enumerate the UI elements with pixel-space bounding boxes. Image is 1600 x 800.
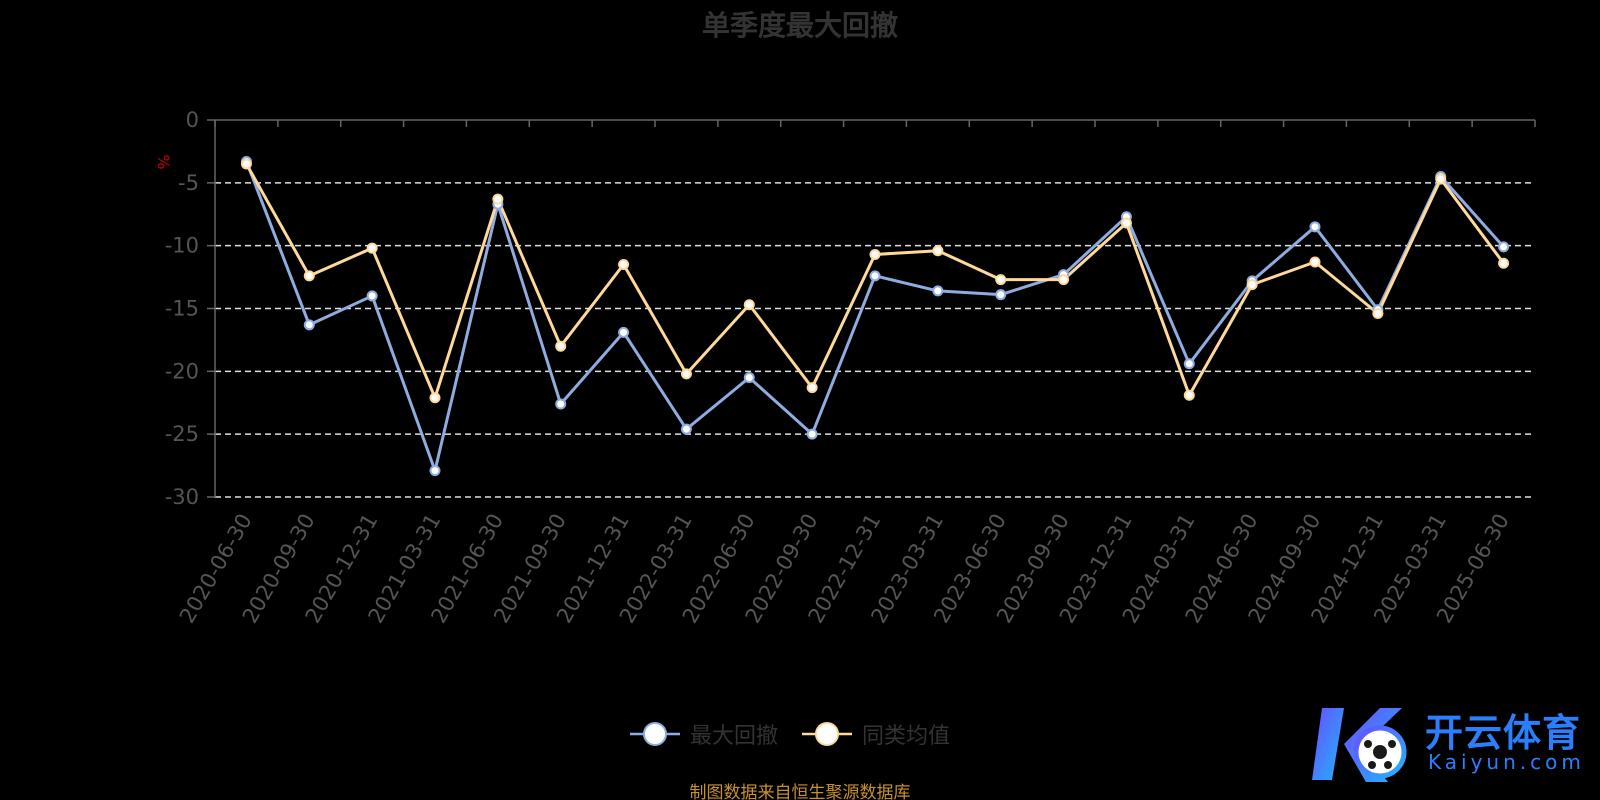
series-peer-average-point (1246, 279, 1258, 291)
series-max-drawdown-point (806, 428, 818, 440)
series-max-drawdown-point (555, 398, 567, 410)
series-max-drawdown-point (995, 289, 1007, 301)
series-peer-average-point (303, 270, 315, 282)
series-peer-average-point (932, 245, 944, 257)
y-tick-label: -20 (165, 359, 199, 383)
kaiyun-logo-icon (1312, 708, 1407, 782)
chart-title: 单季度最大回撤 (701, 9, 898, 42)
y-tick-label: -25 (165, 422, 199, 446)
y-tick-label: 0 (186, 108, 199, 132)
series-peer-average-point (995, 274, 1007, 286)
series-peer-average-point (806, 382, 818, 394)
series-peer-average-point (1498, 257, 1510, 269)
series-peer-average-point (429, 392, 441, 404)
series-peer-average-point (555, 340, 567, 352)
series-max-drawdown-point (680, 423, 692, 435)
series-peer-average-point (1120, 217, 1132, 229)
legend-peer-average-icon (802, 722, 853, 746)
series-peer-average-point (366, 242, 378, 254)
y-tick-label: -30 (165, 485, 199, 509)
watermark-text-en: Kaiyun.com (1428, 750, 1585, 774)
series-max-drawdown-point (932, 285, 944, 297)
series-max-drawdown-point (1309, 221, 1321, 233)
series-peer-average-point (1435, 173, 1447, 185)
legend-label-max-drawdown: 最大回撤 (690, 724, 779, 749)
y-axis-label: % (154, 154, 173, 169)
series-max-drawdown-point (1498, 241, 1510, 253)
series-peer-average-point (1372, 308, 1384, 320)
series-max-drawdown-point (366, 290, 378, 302)
series-peer-average-point (1309, 256, 1321, 268)
series-max-drawdown-point (303, 319, 315, 331)
watermark-logo: 开云体育 Kaiyun.com (1310, 700, 1600, 790)
legend-label-peer-average: 同类均值 (862, 724, 951, 749)
legend: 最大回撤 同类均值 (630, 718, 950, 750)
series-peer-average-point (743, 299, 755, 311)
series-max-drawdown-point (618, 326, 630, 338)
series-max-drawdown-point (869, 270, 881, 282)
series-peer-average-point (869, 248, 881, 260)
legend-item-peer-average[interactable]: 同类均值 (802, 718, 950, 750)
legend-item-max-drawdown[interactable]: 最大回撤 (630, 718, 778, 750)
series-peer-average-point (1183, 389, 1195, 401)
series-peer-average-point (1058, 274, 1070, 286)
source-note: 制图数据来自恒生聚源数据库 (689, 783, 911, 800)
series-peer-average-point (680, 368, 692, 380)
series-peer-average-point (240, 158, 252, 170)
y-tick-label: -10 (165, 234, 199, 258)
legend-max-drawdown-icon (630, 722, 680, 746)
watermark-text-cn: 开云体育 (1425, 711, 1582, 755)
series-max-drawdown-line (245, 160, 1505, 473)
series-max-drawdown-point (1183, 358, 1195, 370)
y-tick-label: -15 (165, 297, 199, 321)
series-peer-average-point (492, 193, 504, 205)
y-tick-label: -5 (178, 171, 199, 195)
series-max-drawdown-point (743, 372, 755, 384)
series-max-drawdown-point (429, 465, 441, 477)
series-peer-average-point (618, 259, 630, 271)
